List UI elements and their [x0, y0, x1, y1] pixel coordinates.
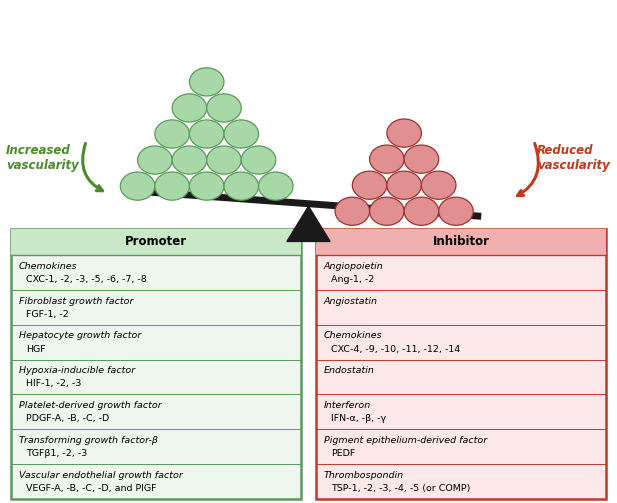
Text: Angiopoietin: Angiopoietin [323, 262, 383, 271]
Text: Inhibitor: Inhibitor [433, 235, 489, 248]
Text: CXC-4, -9, -10, -11, -12, -14: CXC-4, -9, -10, -11, -12, -14 [331, 345, 460, 354]
Circle shape [207, 146, 241, 174]
Text: Ang-1, -2: Ang-1, -2 [331, 275, 375, 284]
Circle shape [224, 120, 259, 148]
Circle shape [224, 172, 259, 200]
Text: HIF-1, -2, -3: HIF-1, -2, -3 [26, 379, 81, 388]
Text: Platelet-derived growth factor: Platelet-derived growth factor [19, 401, 161, 410]
Text: IFN-α, -β, -γ: IFN-α, -β, -γ [331, 414, 386, 424]
Text: Interferon: Interferon [323, 401, 371, 410]
Bar [316, 229, 606, 499]
Text: Transforming growth factor-β: Transforming growth factor-β [19, 436, 157, 445]
Circle shape [370, 197, 404, 225]
Circle shape [189, 120, 224, 148]
Bar [316, 229, 606, 255]
Circle shape [138, 146, 172, 174]
Circle shape [370, 145, 404, 173]
Text: CXC-1, -2, -3, -5, -6, -7, -8: CXC-1, -2, -3, -5, -6, -7, -8 [26, 275, 147, 284]
Circle shape [387, 171, 421, 199]
Text: Thrombospondin: Thrombospondin [323, 471, 404, 480]
Circle shape [404, 197, 439, 225]
Circle shape [207, 94, 241, 122]
Bar [11, 229, 300, 499]
Text: Vascular endothelial growth factor: Vascular endothelial growth factor [19, 471, 182, 480]
Circle shape [189, 172, 224, 200]
Circle shape [189, 68, 224, 96]
Text: Fibroblast growth factor: Fibroblast growth factor [19, 297, 133, 305]
Circle shape [387, 119, 421, 147]
Circle shape [120, 172, 155, 200]
Text: Chemokines: Chemokines [19, 262, 77, 271]
Text: Chemokines: Chemokines [323, 331, 383, 341]
Circle shape [259, 172, 293, 200]
Text: Hepatocyte growth factor: Hepatocyte growth factor [19, 331, 141, 341]
Circle shape [439, 197, 473, 225]
Circle shape [335, 197, 370, 225]
Text: HGF: HGF [26, 345, 46, 354]
Circle shape [421, 171, 456, 199]
Text: Reduced
vascularity: Reduced vascularity [537, 144, 610, 173]
Text: VEGF-A, -B, -C, -D, and PlGF: VEGF-A, -B, -C, -D, and PlGF [26, 484, 157, 493]
Text: Hypoxia-inducible factor: Hypoxia-inducible factor [19, 366, 135, 375]
Circle shape [172, 146, 207, 174]
Text: TGFβ1, -2, -3: TGFβ1, -2, -3 [26, 449, 87, 458]
Text: Angiostatin: Angiostatin [323, 297, 378, 305]
Circle shape [155, 120, 189, 148]
Text: PEDF: PEDF [331, 449, 355, 458]
Circle shape [155, 172, 189, 200]
Circle shape [241, 146, 276, 174]
Text: Pigment epithelium-derived factor: Pigment epithelium-derived factor [323, 436, 487, 445]
Text: Endostatin: Endostatin [323, 366, 375, 375]
Text: PDGF-A, -B, -C, -D: PDGF-A, -B, -C, -D [26, 414, 109, 424]
Circle shape [172, 94, 207, 122]
Circle shape [352, 171, 387, 199]
Circle shape [404, 145, 439, 173]
Text: Increased
vascularity: Increased vascularity [6, 144, 79, 173]
Polygon shape [287, 206, 330, 241]
Text: TSP-1, -2, -3, -4, -5 (or COMP): TSP-1, -2, -3, -4, -5 (or COMP) [331, 484, 470, 493]
Bar [11, 229, 300, 255]
Text: FGF-1, -2: FGF-1, -2 [26, 310, 68, 319]
Text: Promoter: Promoter [125, 235, 187, 248]
